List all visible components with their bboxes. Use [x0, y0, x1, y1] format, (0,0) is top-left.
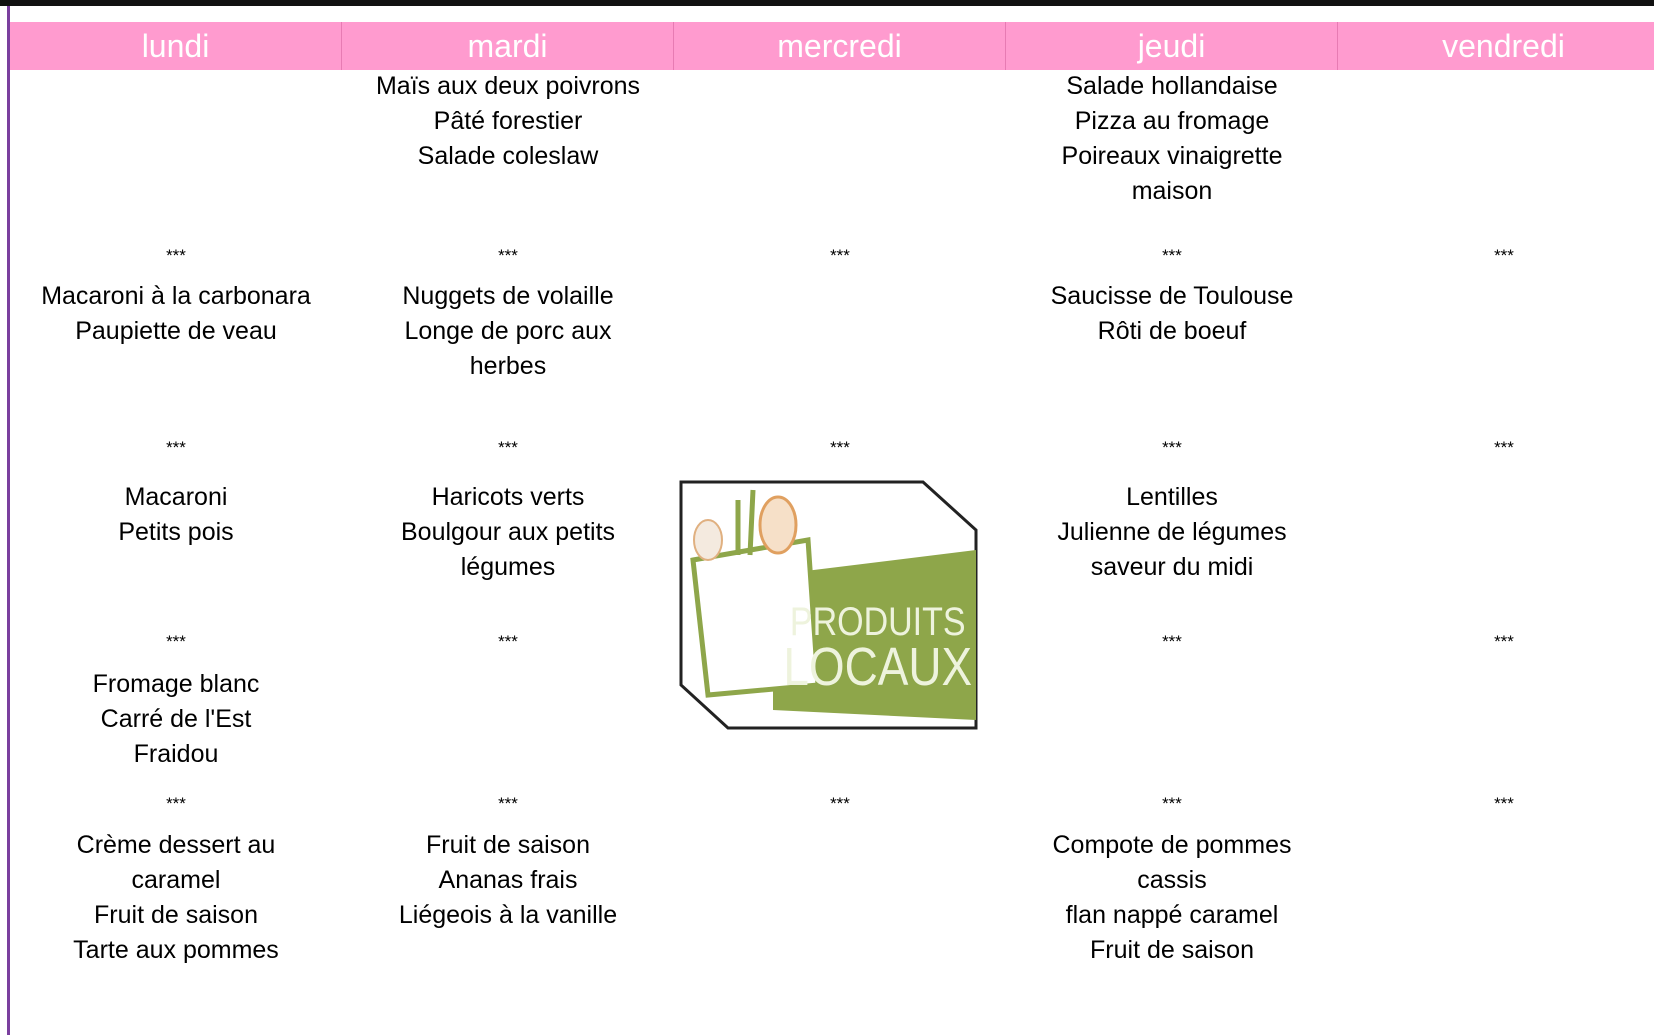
separator: *** — [498, 632, 518, 651]
separator: *** — [1494, 794, 1514, 813]
menu-item: Julienne de légumes — [1057, 518, 1287, 546]
separator: *** — [498, 794, 518, 813]
separator: *** — [1162, 438, 1182, 457]
separator: *** — [830, 438, 850, 457]
menu-item: Haricots verts — [431, 483, 585, 511]
day-heading: mercredi — [674, 22, 1006, 70]
menu-item: flan nappé caramel — [1065, 901, 1279, 929]
menu-item: Salade hollandaise — [1066, 72, 1278, 100]
menu-item: Crème dessert au — [76, 831, 276, 859]
menu-item: Carré de l'Est — [100, 705, 252, 733]
menu-item: Fromage blanc — [92, 670, 260, 698]
menu-item: Longe de porc aux — [404, 317, 612, 345]
day-heading: mardi — [342, 22, 674, 70]
menu-item: Saucisse de Toulouse — [1050, 282, 1294, 310]
day-heading: vendredi — [1338, 22, 1654, 70]
left-border — [7, 6, 10, 1035]
separator: *** — [1494, 632, 1514, 651]
menu-item: Nuggets de volaille — [402, 282, 614, 310]
menu-item: légumes — [460, 553, 556, 581]
menu-item: Boulgour aux petits — [400, 518, 616, 546]
menu-item: Fruit de saison — [426, 831, 590, 859]
menu-item: saveur du midi — [1090, 553, 1254, 581]
day-heading: jeudi — [1006, 22, 1338, 70]
day-header: lundi mardi mercredi jeudi vendredi — [10, 22, 1654, 70]
separator: *** — [1494, 246, 1514, 265]
separator: *** — [830, 246, 850, 265]
menu-item: Rôti de boeuf — [1097, 317, 1247, 345]
menu-item: Salade coleslaw — [417, 142, 599, 170]
menu-item: Fruit de saison — [94, 901, 258, 929]
separator: *** — [498, 438, 518, 457]
menu-item: Tarte aux pommes — [73, 936, 279, 964]
separator: *** — [498, 246, 518, 265]
separator: *** — [1162, 246, 1182, 265]
menu-item: Pizza au fromage — [1074, 107, 1270, 135]
logo-line: LOCAUX — [783, 637, 972, 697]
menu-item: Petits pois — [118, 518, 234, 546]
menu-item: Liégeois à la vanille — [398, 901, 618, 929]
menu-item: maison — [1131, 177, 1213, 205]
separator: *** — [166, 246, 186, 265]
menu-item: Pâté forestier — [433, 107, 583, 135]
menu-item: Lentilles — [1126, 483, 1218, 511]
menu-item: cassis — [1137, 866, 1207, 894]
separator: *** — [166, 438, 186, 457]
separator: *** — [166, 794, 186, 813]
menu-item: Macaroni à la carbonara — [41, 282, 311, 310]
menu-item: caramel — [131, 866, 221, 894]
menu-item: herbes — [469, 352, 547, 380]
separator: *** — [166, 632, 186, 651]
menu-item: Fraidou — [133, 740, 219, 768]
top-bar — [0, 0, 1654, 6]
menu-item: Ananas frais — [438, 866, 578, 894]
menu-item: Compote de pommes — [1052, 831, 1292, 859]
separator: *** — [1162, 632, 1182, 651]
local-products-logo: PRODUITS LOCAUX — [679, 480, 978, 730]
day-heading: lundi — [10, 22, 342, 70]
menu-item: Maïs aux deux poivrons — [375, 72, 641, 100]
menu-item: Fruit de saison — [1090, 936, 1254, 964]
menu-item: Poireaux vinaigrette — [1061, 142, 1283, 170]
menu-item: Paupiette de veau — [75, 317, 277, 345]
separator: *** — [830, 794, 850, 813]
separator: *** — [1494, 438, 1514, 457]
logo-line: PRODUITS — [790, 598, 966, 643]
menu-item: Macaroni — [124, 483, 228, 511]
separator: *** — [1162, 794, 1182, 813]
